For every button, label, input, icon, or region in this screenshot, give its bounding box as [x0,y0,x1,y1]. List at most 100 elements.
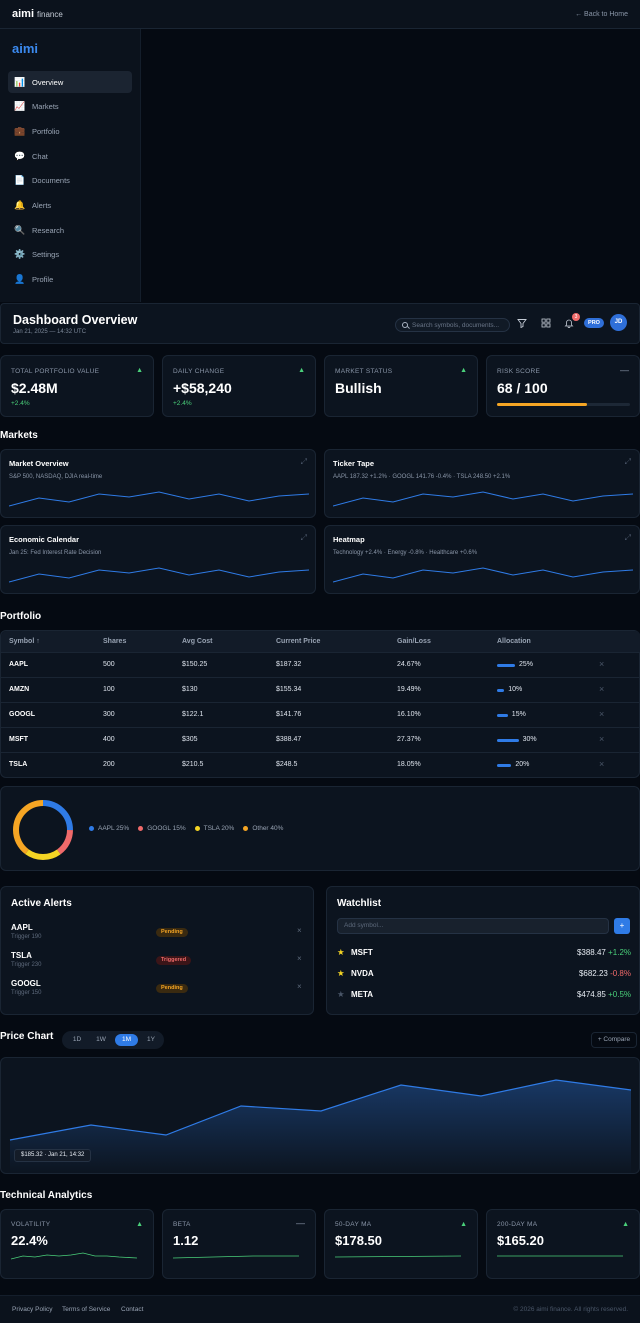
tech-value: $165.20 [497,1233,544,1248]
add-symbol-button[interactable]: + [614,918,630,934]
legend-item: Other 40% [243,825,283,832]
watchlist-symbol: MSFT [351,948,373,957]
expand-icon[interactable]: ⤢ [624,457,631,466]
alert-item: GOOGL Trigger 150 Pending × [11,979,305,1001]
risk-progress-fill [497,403,588,406]
column-header-gain-loss[interactable]: Gain/Loss [397,638,431,645]
stat-card-market-status: MARKET STATUS ▲ Bullish [324,355,478,417]
dismiss-alert-icon[interactable]: × [297,926,302,935]
privacy-policy-link[interactable]: Privacy Policy [12,1306,53,1313]
table-row[interactable]: AMZN 100 $130 $155.34 19.49% 10% × [1,677,640,702]
tech-card-200-day-ma: 200-DAY MA ▲ $165.20 [486,1209,640,1279]
sparkline [9,491,309,507]
tech-value: 1.12 [173,1233,199,1248]
range-tab-1m[interactable]: 1M [115,1034,138,1046]
column-header-symbol[interactable]: Symbol ↑ [9,638,40,645]
cell-avg-cost: $130 [182,686,198,693]
avatar[interactable]: JD [610,314,627,331]
notifications-button[interactable] [560,314,578,332]
compare-button[interactable]: + Compare [591,1032,637,1048]
terms-of-service-link[interactable]: Terms of Service [62,1306,111,1313]
filter-icon [517,319,527,328]
column-header-shares[interactable]: Shares [103,638,127,645]
markets-section-title: Markets [0,430,38,441]
watchlist-item[interactable]: ★ META $474.85 +0.5% [337,988,631,1002]
trend-up-icon: ▲ [298,367,305,374]
expand-icon[interactable]: ⤢ [300,457,307,466]
expand-icon[interactable]: ⤢ [624,533,631,542]
grid-view-button[interactable] [537,314,555,332]
sidebar-item-overview[interactable]: 📊 Overview [8,71,132,93]
column-header-current-price[interactable]: Current Price [276,638,321,645]
add-symbol-input[interactable]: Add symbol... [337,918,609,934]
watchlist-item[interactable]: ★ NVDA $682.23 -0.8% [337,967,631,981]
cell-symbol: AAPL [9,661,29,668]
sidebar-item-profile[interactable]: 👤 Profile [8,269,132,291]
cell-current-price: $141.76 [276,711,302,718]
expand-icon[interactable]: ⤢ [300,533,307,542]
chart-tooltip: $185.32 · Jan 21, 14:32 [14,1149,92,1162]
remove-row-icon[interactable]: × [599,659,605,669]
filter-button[interactable] [513,314,531,332]
market-overview-card[interactable]: Market Overview S&P 500, NASDAQ, DJIA re… [0,449,316,518]
star-icon[interactable]: ★ [337,968,345,978]
watchlist-item[interactable]: ★ MSFT $388.47 +1.2% [337,946,631,960]
remove-row-icon[interactable]: × [599,734,605,744]
stat-value: +$58,240 [173,380,232,396]
bell-icon [564,319,574,328]
price-chart[interactable] [0,1057,640,1175]
top-bar: aimi finance ← Back to Home [0,0,640,29]
range-tab-1w[interactable]: 1W [96,1036,106,1043]
donut-slice [13,800,73,860]
table-row[interactable]: MSFT 400 $305 $388.47 27.37% 30% × [1,727,640,752]
risk-progress-track [497,403,630,406]
search-input[interactable]: Search symbols, documents... [395,318,510,332]
allocation-legend: AAPL 25% GOOGL 15% TSLA 20% Other 40% [89,825,292,832]
sidebar-item-alerts[interactable]: 🔔 Alerts [8,194,132,216]
sidebar-item-settings[interactable]: ⚙️ Settings [8,244,132,266]
cell-shares: 200 [103,761,115,768]
sidebar-item-documents[interactable]: 📄 Documents [8,170,132,192]
dashboard-header: Dashboard Overview Jan 21, 2025 — 14:32 … [0,303,640,344]
cell-avg-cost: $305 [182,736,198,743]
legend-label: TSLA 20% [203,825,235,832]
column-header-avg-cost[interactable]: Avg Cost [182,638,213,645]
star-icon[interactable]: ★ [337,989,345,999]
dismiss-alert-icon[interactable]: × [297,982,302,991]
cell-allocation: 10% [508,686,523,693]
tech-value: 22.4% [11,1233,48,1248]
remove-row-icon[interactable]: × [599,684,605,694]
sidebar-item-research[interactable]: 🔍 Research [8,219,132,241]
range-tab-1y[interactable]: 1Y [147,1036,155,1043]
contact-link[interactable]: Contact [121,1306,144,1313]
back-to-home-link[interactable]: ← Back to Home [575,10,628,18]
heatmap-card[interactable]: Heatmap Technology +2.4% · Energy -0.8% … [324,525,640,594]
remove-row-icon[interactable]: × [599,759,605,769]
table-row[interactable]: AAPL 500 $150.25 $187.32 24.67% 25% × [1,652,640,677]
star-icon[interactable]: ★ [337,947,345,957]
table-row[interactable]: GOOGL 300 $122.1 $141.76 16.10% 15% × [1,702,640,727]
stat-label: DAILY CHANGE [173,368,225,375]
legend-label: GOOGL 15% [147,825,186,832]
card-title: Market Overview [9,459,69,468]
sidebar-item-markets[interactable]: 📈 Markets [8,96,132,118]
table-row[interactable]: TSLA 200 $210.5 $248.5 18.05% 20% × [1,752,640,777]
allocation-bar [497,664,515,667]
cell-gain-loss: 27.37% [397,736,421,743]
sidebar-item-portfolio[interactable]: 💼 Portfolio [8,120,132,142]
dismiss-alert-icon[interactable]: × [297,954,302,963]
allocation-donut [13,800,73,860]
alert-symbol: GOOGL [11,979,41,988]
range-tab-1d[interactable]: 1D [72,1036,82,1043]
ticker-tape-card[interactable]: Ticker Tape AAPL 187.32 +1.2% · GOOGL 14… [324,449,640,518]
remove-row-icon[interactable]: × [599,709,605,719]
alert-trigger: Trigger 150 [11,990,42,996]
column-header-allocation[interactable]: Allocation [497,638,531,645]
card-subtitle: Technology +2.4% · Energy -0.8% · Health… [333,550,478,556]
sidebar-logo: aimi [12,41,39,56]
sidebar-item-label: Research [32,225,65,235]
sidebar-item-chat[interactable]: 💬 Chat [8,145,132,167]
cell-shares: 100 [103,686,115,693]
trend-up-icon: ▲ [136,367,143,374]
economic-calendar-card[interactable]: Economic Calendar Jan 25: Fed Interest R… [0,525,316,594]
